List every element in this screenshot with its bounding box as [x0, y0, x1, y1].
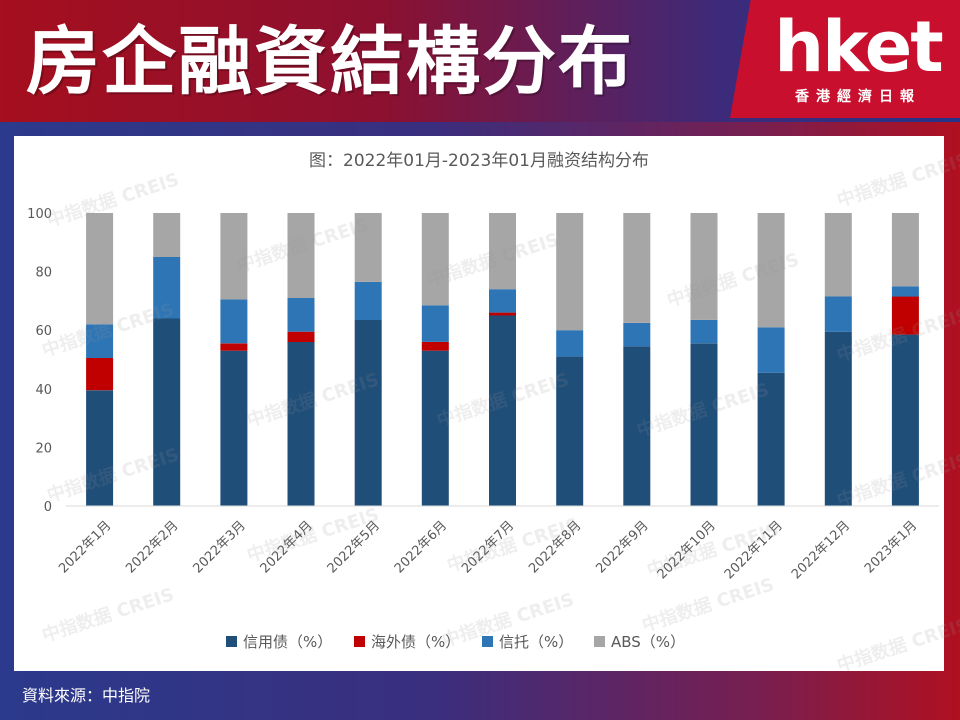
stacked-bar-chart: 图：2022年01月-2023年01月融资结构分布 0 20 40 60 80 100 2… [27, 151, 939, 651]
bar-segment-trust [421, 305, 449, 342]
bar-segment-trust [690, 319, 718, 344]
x-tick-label: 2022年3月 [190, 518, 248, 576]
x-axis: 2022年1月 2022年2月 2022年3月 2022年4月 2022年5月 2022年… [56, 505, 939, 582]
x-tick-label: 2022年7月 [459, 518, 517, 576]
x-tick-label: 2022年8月 [526, 518, 584, 576]
bar-segment-abs [824, 213, 852, 297]
chart-legend: 信用债（%） 海外债（%） 信托（%） ABS（%） [226, 633, 685, 651]
bar-stack [287, 213, 315, 506]
bar-stack [220, 213, 248, 506]
bar-segment-overseas-bond [220, 343, 248, 351]
bar-segment-credit-bond [757, 372, 785, 506]
bar-segment-abs [891, 213, 919, 287]
bar-segment-trust [824, 296, 852, 332]
y-tick-label: 20 [35, 441, 52, 456]
bar-segment-trust [354, 281, 382, 320]
bar-segment-credit-bond [86, 390, 114, 506]
bar-segment-credit-bond [153, 318, 181, 506]
bar-segment-abs [757, 213, 785, 328]
y-tick-label: 0 [44, 500, 52, 515]
bar-stack [153, 213, 181, 506]
y-tick-label: 80 [35, 266, 52, 281]
bar-stack [354, 213, 382, 506]
bar-stack [489, 213, 516, 506]
page-title: 房企融資結構分布 [26, 19, 634, 105]
bar-segment-credit-bond [287, 341, 315, 506]
bar-segment-credit-bond [556, 356, 584, 506]
bar-segment-overseas-bond [421, 341, 449, 351]
bar-segment-trust [556, 330, 584, 357]
x-tick-label: 2022年2月 [123, 518, 181, 576]
bar-segment-overseas-bond [86, 358, 114, 391]
legend-swatch-abs [594, 636, 605, 647]
legend-label: 信托（%） [499, 633, 573, 651]
y-tick-label: 40 [35, 383, 52, 398]
bar-stack [891, 213, 919, 506]
bar-stack [757, 213, 785, 506]
bar-segment-credit-bond [824, 331, 852, 506]
bar-segment-credit-bond [220, 350, 248, 506]
bar-segment-trust [757, 327, 785, 373]
bar-segment-credit-bond [891, 334, 919, 506]
x-tick-label: 2022年5月 [325, 518, 383, 576]
legend-swatch-overseas-bond [354, 636, 365, 647]
bar-stack [623, 213, 651, 506]
bar-stack [824, 213, 852, 506]
x-tick-label: 2022年11月 [722, 518, 786, 582]
y-axis: 0 20 40 60 80 100 [27, 207, 52, 515]
x-tick-label: 2022年4月 [258, 518, 316, 576]
legend-swatch-credit-bond [226, 636, 237, 647]
bar-segment-credit-bond [623, 346, 651, 506]
bar-stack [86, 213, 114, 506]
y-tick-label: 100 [27, 207, 52, 222]
header-banner: 房企融資結構分布 hket 香港經濟日報 [0, 0, 960, 122]
y-tick-label: 60 [35, 324, 52, 339]
chart-title: 图：2022年01月-2023年01月融资结构分布 [309, 151, 649, 171]
bar-segment-abs [153, 213, 181, 257]
bar-segment-trust [220, 299, 248, 344]
legend-label: ABS（%） [611, 633, 685, 651]
bar-segment-credit-bond [690, 343, 718, 506]
legend-label: 海外债（%） [371, 633, 460, 651]
bar-segment-overseas-bond [287, 331, 315, 342]
source-note: 資料來源：中指院 [22, 686, 151, 705]
bar-segment-trust [623, 322, 651, 347]
hket-logo: hket [774, 6, 943, 88]
hket-logo-background [730, 0, 960, 118]
bars-group [86, 213, 919, 506]
bar-segment-abs [556, 213, 584, 331]
bar-segment-trust [287, 298, 315, 332]
bar-segment-abs [623, 213, 651, 323]
bar-segment-abs [690, 213, 718, 320]
x-tick-label: 2022年6月 [392, 518, 450, 576]
bar-stack [690, 213, 718, 506]
bar-segment-trust [153, 257, 181, 319]
legend-label: 信用债（%） [243, 633, 332, 651]
x-tick-label: 2022年9月 [593, 518, 651, 576]
bar-segment-abs [421, 213, 449, 306]
legend-swatch-trust [482, 636, 493, 647]
bar-segment-trust [891, 286, 919, 297]
bar-segment-trust [86, 324, 114, 358]
bar-stack [421, 213, 449, 506]
bar-segment-abs [220, 213, 248, 300]
bar-segment-abs [354, 213, 382, 282]
x-tick-label: 2023年1月 [862, 518, 920, 576]
x-tick-label: 2022年1月 [56, 518, 114, 576]
chart-card: 图：2022年01月-2023年01月融资结构分布 0 20 40 60 80 100 2… [14, 136, 960, 677]
x-tick-label: 2022年10月 [655, 518, 719, 582]
bar-segment-abs [86, 213, 114, 325]
bar-stack [556, 213, 584, 506]
bar-segment-credit-bond [489, 315, 516, 506]
hket-logo-subtitle: 香港經濟日報 [795, 89, 921, 105]
bar-segment-trust [489, 289, 516, 313]
bar-segment-credit-bond [421, 350, 449, 506]
bar-segment-overseas-bond [489, 312, 516, 316]
bar-segment-abs [287, 213, 315, 298]
bar-segment-credit-bond [354, 319, 382, 506]
bar-segment-overseas-bond [891, 296, 919, 335]
x-tick-label: 2022年12月 [789, 518, 853, 582]
bar-segment-abs [489, 213, 516, 290]
